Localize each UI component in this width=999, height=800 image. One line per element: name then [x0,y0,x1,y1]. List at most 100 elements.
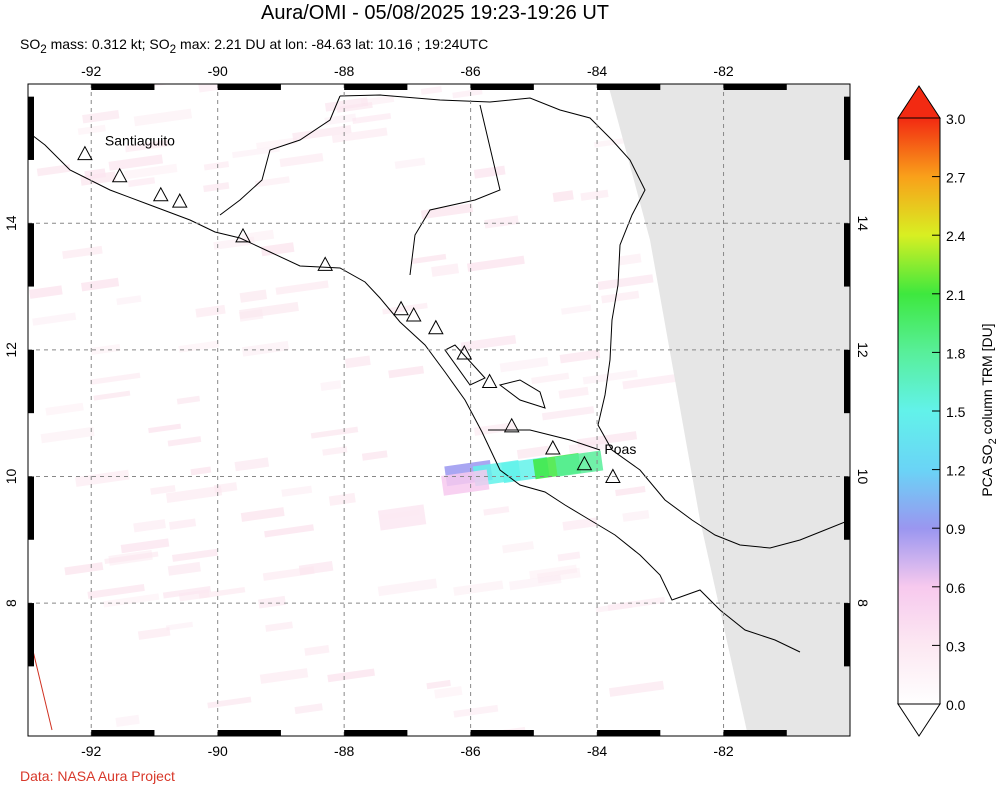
noise-streak [190,466,212,476]
volcano-icon [77,145,93,161]
frame-bar-left [28,476,34,540]
noise-streak [32,312,77,326]
volcano-icon [393,300,409,316]
colorbar-tick-label: 1.2 [946,463,966,479]
noise-streak [541,406,595,421]
noise-streak [304,645,330,656]
noise-streak [207,696,252,709]
noise-streak [531,372,570,385]
noise-streak [137,627,171,640]
noise-streak [582,369,638,385]
noise-streak [561,304,592,315]
noise-streak [324,97,369,112]
noise-streak [388,365,425,379]
colorbar-tick-label: 0.6 [946,580,966,596]
frame-bar-left [28,223,34,287]
noise-streak [82,110,120,124]
no-data-swath [608,84,850,736]
colorbar-tick-label: 0.3 [946,638,966,654]
frame-bar-top [723,84,787,90]
colorbar: 0.0 0.3 0.6 0.9 1.2 1.5 1.8 2.1 2.4 2.7 3.0 PCA SO… [897,85,999,737]
noise-streak [89,372,141,385]
volcano-icon [428,319,444,335]
noise-streak [239,301,299,320]
noise-streak [108,549,153,566]
noise-streak [262,566,315,581]
colorbar-ticks: 0.0 0.3 0.6 0.9 1.2 1.5 1.8 2.1 2.4 2.7 3.0 [932,111,966,713]
coastlines [28,94,850,653]
frame-bar-right [844,96,850,160]
noise-streak [45,402,84,416]
noise-streak [502,541,534,554]
frame-bar-right [844,603,850,667]
colorbar-tick-label: 2.7 [946,170,966,186]
noise-streak [377,578,438,597]
noise-streak [622,509,650,522]
noise-streak [622,373,678,390]
noise-streak [241,229,275,244]
colorbar-label: PCA SO2 column TRM [DU] [979,323,999,496]
noise-streak [240,507,285,522]
map-frame [27,83,851,737]
noise-streak [239,289,268,303]
lon-tick-label-bottom: -90 [208,743,228,759]
noise-streak [81,277,120,292]
noise-streak [601,290,640,304]
noise-streak [120,538,170,554]
noise-streak [452,88,483,99]
noise-streak [361,450,388,461]
noise-streak [169,518,197,530]
lon-tick-label-bottom: -84 [587,743,607,759]
noise-streak [258,595,286,609]
lon-tick-label-bottom: -86 [460,743,480,759]
noise-streak [133,108,193,127]
volcano-icon [152,186,169,202]
noise-streak [127,177,156,188]
volcano-icon [544,439,561,455]
lon-tick-label-top: -92 [81,63,101,79]
noise-streak [165,485,223,504]
frame-bar-bottom [470,730,534,736]
noise-streak [172,548,218,562]
colorbar-tick-label: 0.9 [946,521,966,537]
noise-streak [460,334,517,352]
noise-streak [328,492,356,506]
honduras-border [409,104,501,276]
frame-bar-bottom [344,730,408,736]
noise-streak [562,517,598,531]
noise-streak [62,245,103,260]
noise-streak [420,203,474,220]
noise-streak [324,113,357,126]
frame-bar-top [217,84,281,90]
noise-streak [467,255,525,272]
noise-streak [557,551,581,562]
noise-streak [77,124,106,136]
yucatan-border [219,95,341,216]
lat-tick-label-left: 14 [3,215,19,231]
noise-streak [597,274,654,291]
noise-streak [310,426,359,439]
noise-streak [103,593,160,608]
noise-streak [80,171,117,186]
noise-streak [411,253,447,265]
noise-streak [292,125,352,141]
noise-streak [40,426,95,444]
noise-streak [473,165,506,179]
lon-tick-label-top: -86 [460,63,480,79]
noise-streak [352,112,392,125]
frame-bar-right [844,223,850,287]
noise-streak [618,253,642,266]
volcano-label: Poas [604,441,636,457]
noise-streak [64,562,104,576]
lon-tick-label-top: -88 [334,63,354,79]
noise-streak [176,395,201,405]
volcano-icon [171,193,188,208]
noise-streak [133,519,166,533]
lat-tick-label-right: 14 [855,215,871,231]
colorbar-tick-label: 2.4 [946,228,966,244]
lake-nicaragua [498,379,546,409]
noise-streak [148,423,182,434]
noise-streak [116,295,142,306]
colorbar-tick-label: 2.1 [946,287,966,303]
data-credit: Data: NASA Aura Project [20,768,175,784]
